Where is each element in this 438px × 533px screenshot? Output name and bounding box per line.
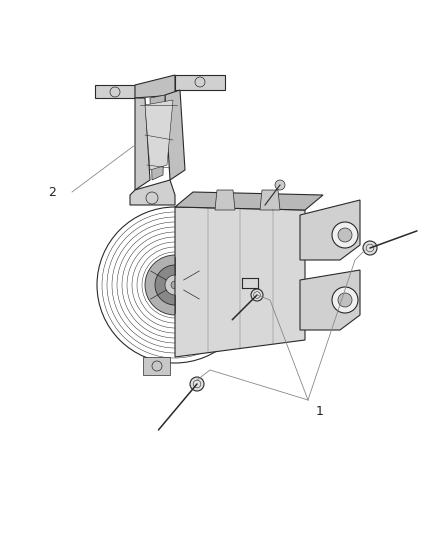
Circle shape <box>332 287 358 313</box>
Polygon shape <box>135 75 175 98</box>
Circle shape <box>332 222 358 248</box>
Polygon shape <box>135 98 150 190</box>
Circle shape <box>338 228 352 242</box>
Circle shape <box>338 293 352 307</box>
Polygon shape <box>95 85 135 98</box>
Polygon shape <box>150 95 165 180</box>
Circle shape <box>251 289 263 301</box>
Polygon shape <box>175 207 305 357</box>
Circle shape <box>155 265 195 305</box>
Polygon shape <box>260 190 280 210</box>
Polygon shape <box>300 200 360 260</box>
Polygon shape <box>165 90 185 180</box>
Text: 2: 2 <box>48 185 56 198</box>
Circle shape <box>145 255 205 315</box>
Polygon shape <box>145 100 173 170</box>
Polygon shape <box>175 192 323 210</box>
Circle shape <box>363 241 377 255</box>
Circle shape <box>275 180 285 190</box>
Polygon shape <box>300 270 360 330</box>
Circle shape <box>171 281 179 289</box>
Circle shape <box>165 275 185 295</box>
Polygon shape <box>143 357 170 375</box>
Text: 1: 1 <box>316 405 324 418</box>
Polygon shape <box>130 180 175 205</box>
Circle shape <box>190 377 204 391</box>
Polygon shape <box>175 75 225 90</box>
Polygon shape <box>215 190 235 210</box>
